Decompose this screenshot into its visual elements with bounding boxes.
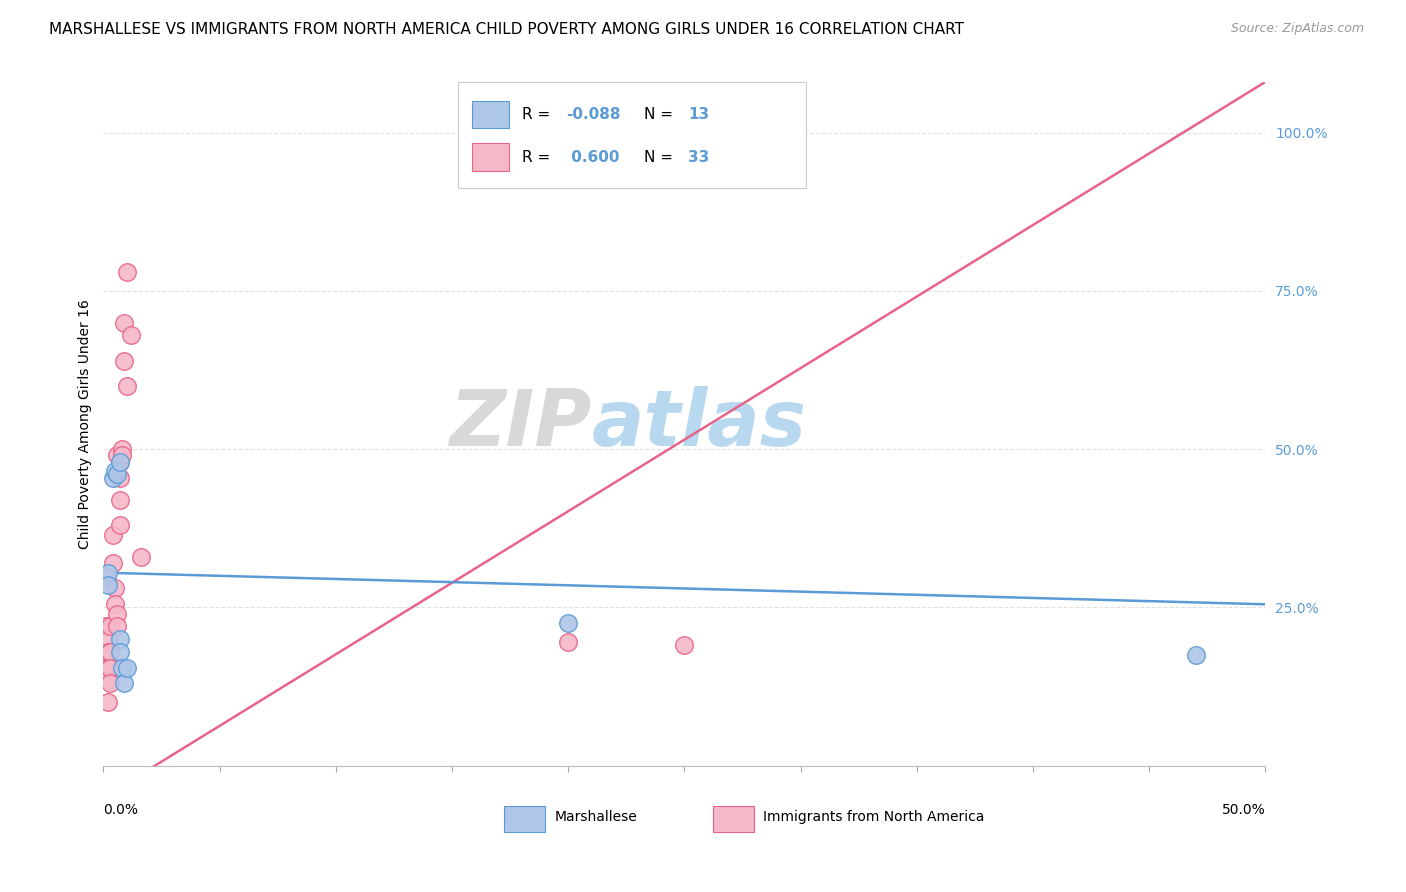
Point (108, 518, 131, 533)
Point (105, 449, 128, 463)
Point (557, 635, 579, 649)
Point (105, 467, 128, 482)
Point (98, 645, 121, 659)
Point (94, 619, 117, 633)
Point (101, 527, 124, 541)
FancyBboxPatch shape (458, 82, 807, 188)
Point (111, 442, 134, 457)
Point (108, 645, 131, 659)
Point (108, 632, 131, 647)
FancyBboxPatch shape (472, 144, 509, 170)
Text: Marshallese: Marshallese (554, 810, 637, 824)
Point (94, 569, 117, 583)
Text: -0.088: -0.088 (565, 107, 620, 122)
Point (120, 328, 142, 343)
Point (104, 464, 127, 478)
Text: Immigrants from North America: Immigrants from North America (763, 810, 984, 824)
Point (115, 660, 138, 674)
Text: MARSHALLESE VS IMMIGRANTS FROM NORTH AMERICA CHILD POVERTY AMONG GIRLS UNDER 16 : MARSHALLESE VS IMMIGRANTS FROM NORTH AME… (49, 22, 965, 37)
Text: R =: R = (522, 107, 555, 122)
Point (97, 645, 120, 659)
Point (105, 619, 128, 633)
Point (97, 578, 120, 592)
Point (101, 470, 124, 484)
Text: 50.0%: 50.0% (1222, 804, 1265, 817)
Point (104, 582, 127, 596)
Point (97, 696, 120, 710)
FancyBboxPatch shape (472, 101, 509, 128)
Text: Source: ZipAtlas.com: Source: ZipAtlas.com (1230, 22, 1364, 36)
Text: N =: N = (644, 150, 678, 165)
Point (105, 607, 128, 621)
Point (111, 660, 134, 674)
Point (673, 639, 696, 653)
Point (112, 676, 135, 690)
Point (557, 616, 579, 631)
Point (97, 566, 120, 580)
FancyBboxPatch shape (505, 806, 546, 832)
Text: N =: N = (644, 107, 678, 122)
Point (97, 660, 120, 674)
Point (108, 470, 131, 484)
Text: 33: 33 (688, 150, 709, 165)
Point (112, 353, 135, 368)
Point (112, 316, 135, 330)
Point (104, 597, 127, 611)
Point (108, 492, 131, 507)
Point (108, 455, 131, 469)
Point (1184, 648, 1206, 662)
Point (105, 467, 128, 482)
Point (98, 619, 121, 633)
Point (129, 549, 152, 564)
Y-axis label: Child Poverty Among Girls Under 16: Child Poverty Among Girls Under 16 (79, 299, 93, 549)
Text: 0.600: 0.600 (565, 150, 620, 165)
Point (115, 265, 138, 279)
Text: ZIP: ZIP (449, 386, 592, 462)
Text: atlas: atlas (592, 386, 807, 462)
Point (98, 676, 121, 690)
Point (108, 455, 131, 469)
Text: R =: R = (522, 150, 555, 165)
Text: 13: 13 (688, 107, 709, 122)
Text: 0.0%: 0.0% (104, 804, 138, 817)
Point (97, 673, 120, 688)
Point (97, 632, 120, 647)
Point (98, 660, 121, 674)
Point (111, 449, 134, 463)
Point (115, 379, 138, 393)
Point (101, 556, 124, 570)
FancyBboxPatch shape (713, 806, 754, 832)
